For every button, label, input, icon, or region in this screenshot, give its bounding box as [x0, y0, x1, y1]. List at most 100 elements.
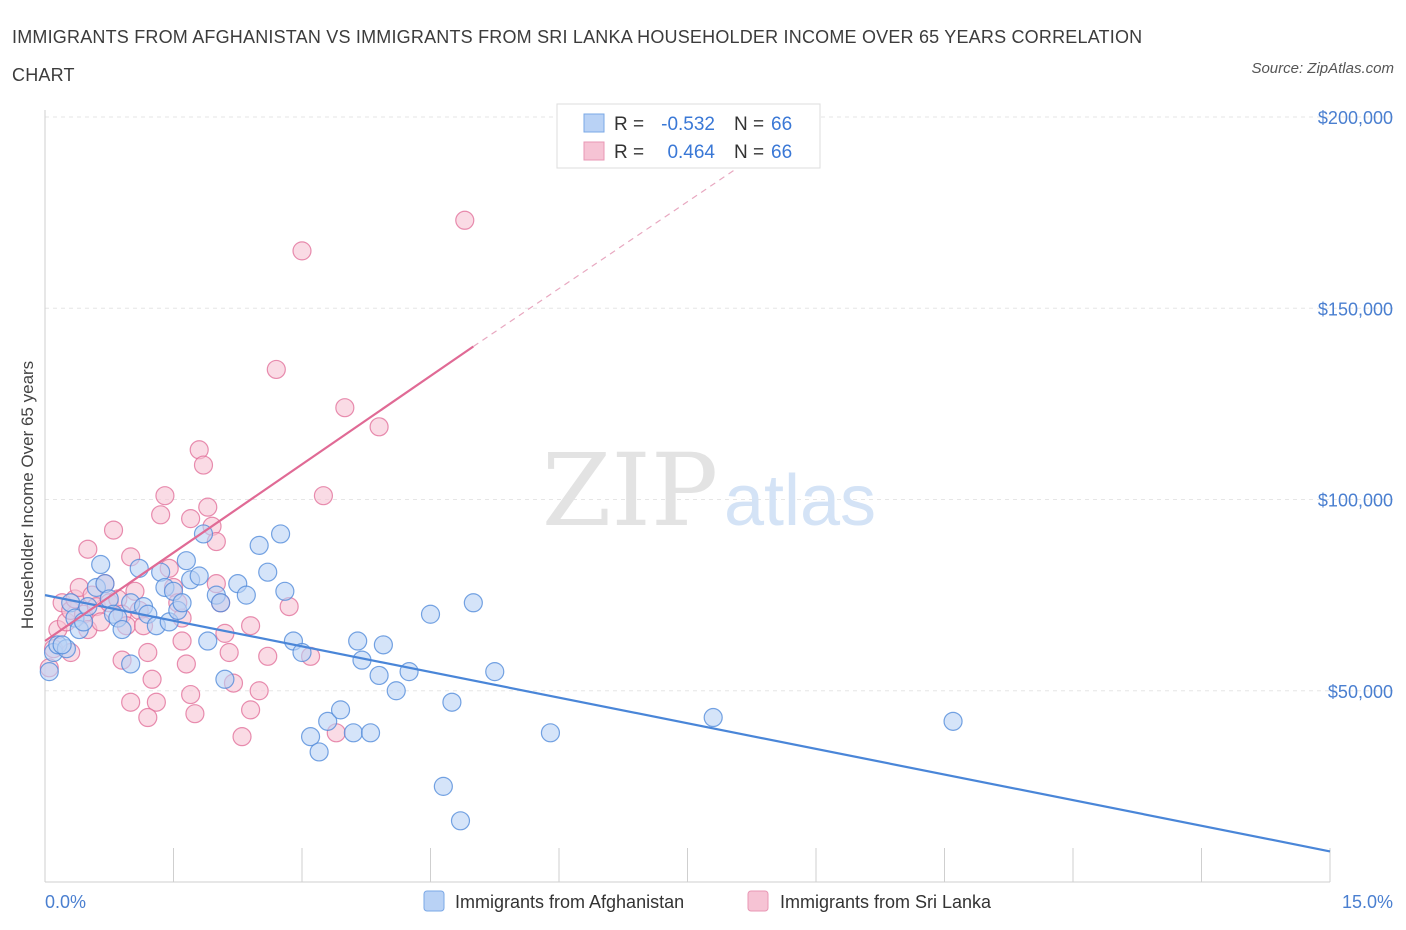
- point-sri-lanka: [138, 707, 158, 728]
- point-afghanistan: [703, 707, 723, 728]
- legend-n-value-afghanistan: 66: [771, 114, 792, 135]
- point-afghanistan: [172, 593, 192, 613]
- legend-n-value-sri-lanka: 66: [771, 142, 792, 163]
- y-tick-label: $200,000: [1318, 108, 1393, 128]
- point-sri-lanka: [249, 681, 269, 701]
- legend-r-value-afghanistan: -0.532: [661, 114, 715, 135]
- point-afghanistan: [211, 593, 231, 613]
- point-sri-lanka: [241, 700, 261, 720]
- legend-r-label-afghanistan: R =: [614, 114, 644, 135]
- point-afghanistan: [121, 654, 141, 674]
- point-sri-lanka: [155, 486, 175, 506]
- trend-lines: [44, 143, 1331, 853]
- point-afghanistan: [360, 723, 381, 743]
- point-afghanistan: [373, 635, 393, 655]
- point-afghanistan: [52, 635, 72, 655]
- point-sri-lanka: [455, 210, 475, 230]
- point-afghanistan: [420, 604, 441, 624]
- point-sri-lanka: [241, 616, 261, 636]
- watermark-atlas: atlas: [724, 461, 876, 541]
- point-afghanistan: [399, 662, 419, 682]
- point-sri-lanka: [369, 417, 389, 437]
- point-afghanistan: [215, 669, 235, 689]
- watermark-zip: ZIP: [542, 432, 718, 549]
- point-afghanistan: [176, 551, 196, 571]
- bottom-legend: Immigrants from Afghanistan Immigrants f…: [423, 890, 992, 912]
- y-tick-label: $150,000: [1318, 299, 1393, 319]
- point-sri-lanka: [121, 692, 141, 712]
- y-axis-label: Householder Income Over 65 years: [18, 361, 37, 629]
- point-sri-lanka: [146, 692, 166, 712]
- point-sri-lanka: [335, 398, 355, 418]
- point-afghanistan: [236, 585, 256, 605]
- bottom-legend-label-sri-lanka: Immigrants from Sri Lanka: [780, 892, 992, 912]
- legend-r-value-sri-lanka: 0.464: [667, 142, 715, 163]
- point-afghanistan: [343, 723, 363, 743]
- point-afghanistan: [442, 692, 462, 712]
- y-tick-label: $50,000: [1328, 682, 1393, 702]
- point-afghanistan: [330, 700, 351, 720]
- point-afghanistan: [309, 742, 329, 762]
- point-afghanistan: [485, 662, 505, 682]
- legend-n-label-sri-lanka: N =: [734, 142, 764, 163]
- y-axis-tick-labels: $200,000 $150,000 $100,000 $50,000: [1318, 108, 1393, 702]
- chart-source: Source: ZipAtlas.com: [1251, 60, 1394, 77]
- y-tick-label: $100,000: [1318, 491, 1393, 511]
- point-sri-lanka: [181, 684, 201, 705]
- point-afghanistan: [249, 535, 269, 556]
- point-sri-lanka: [313, 486, 334, 506]
- point-sri-lanka: [185, 704, 205, 724]
- bottom-legend-label-afghanistan: Immigrants from Afghanistan: [455, 892, 684, 912]
- x-tick-label-min: 0.0%: [45, 892, 86, 912]
- point-afghanistan: [198, 631, 218, 651]
- series-afghanistan-points: [39, 524, 963, 831]
- point-sri-lanka: [193, 455, 214, 475]
- legend-swatch-afghanistan: [583, 113, 605, 133]
- point-afghanistan: [270, 524, 291, 544]
- point-afghanistan: [943, 711, 963, 731]
- point-afghanistan: [129, 558, 149, 578]
- point-afghanistan: [348, 631, 368, 651]
- point-afghanistan: [258, 562, 278, 582]
- point-afghanistan: [189, 566, 209, 586]
- point-sri-lanka: [142, 669, 162, 689]
- legend-r-label-sri-lanka: R =: [614, 142, 644, 163]
- point-sri-lanka: [103, 520, 124, 540]
- chart-title: IMMIGRANTS FROM AFGHANISTAN VS IMMIGRANT…: [12, 27, 1143, 85]
- point-afghanistan: [112, 619, 132, 640]
- point-afghanistan: [369, 665, 389, 686]
- grid-lines: [45, 116, 1395, 692]
- bottom-legend-swatch-afghanistan: [423, 890, 445, 912]
- point-afghanistan: [386, 681, 406, 701]
- point-afghanistan: [39, 662, 59, 682]
- point-sri-lanka: [292, 241, 312, 261]
- point-sri-lanka: [151, 505, 171, 525]
- point-afghanistan: [300, 727, 321, 747]
- point-sri-lanka: [78, 539, 98, 559]
- point-afghanistan: [450, 811, 471, 831]
- point-sri-lanka: [219, 642, 239, 663]
- point-afghanistan: [318, 711, 338, 731]
- point-sri-lanka: [181, 509, 201, 529]
- legend-box: R = -0.532 N = 66 R = 0.464 N = 66: [556, 103, 821, 169]
- point-afghanistan: [540, 723, 561, 743]
- point-sri-lanka: [258, 646, 278, 666]
- point-sri-lanka: [176, 654, 196, 674]
- point-sri-lanka: [138, 642, 158, 663]
- trend-line-sri-lanka-extension: [472, 143, 774, 347]
- point-sri-lanka: [266, 359, 286, 380]
- point-sri-lanka: [198, 497, 218, 517]
- x-axis-ticks: [173, 848, 1331, 882]
- trend-line-sri-lanka: [44, 345, 474, 642]
- point-sri-lanka: [172, 631, 192, 651]
- point-afghanistan: [463, 593, 483, 613]
- legend-swatch-sri-lanka: [583, 141, 605, 161]
- trend-line-afghanistan: [44, 594, 1331, 853]
- legend-n-label-afghanistan: N =: [734, 114, 764, 135]
- point-afghanistan: [433, 776, 453, 796]
- point-afghanistan: [275, 581, 295, 601]
- point-sri-lanka: [232, 727, 252, 747]
- bottom-legend-swatch-sri-lanka: [747, 890, 769, 912]
- x-tick-label-max: 15.0%: [1342, 892, 1393, 912]
